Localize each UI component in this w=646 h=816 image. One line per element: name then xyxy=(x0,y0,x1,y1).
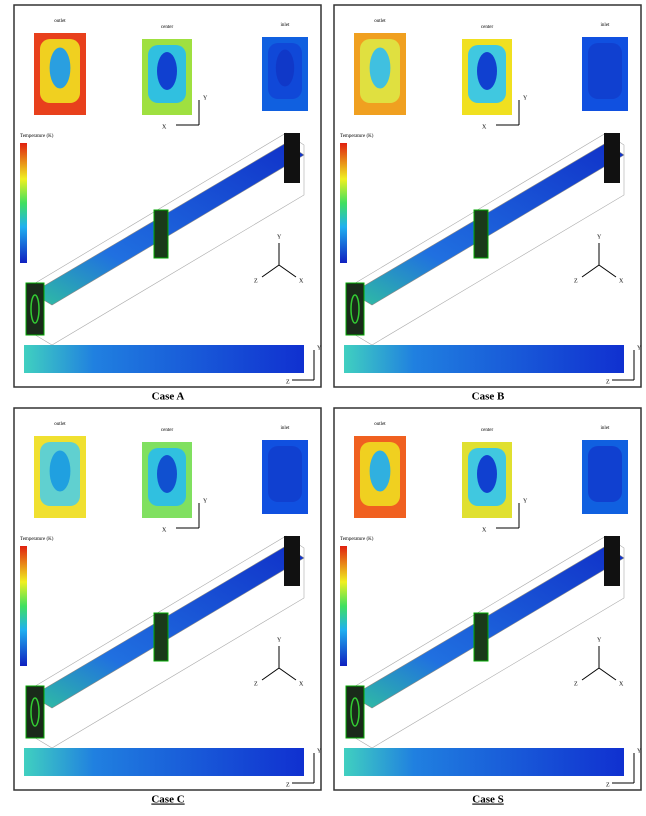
duct-mid xyxy=(474,210,488,258)
axis-line xyxy=(599,668,616,680)
axis-label: X xyxy=(619,278,624,284)
axis-label: X xyxy=(482,124,487,130)
axis-label: Y xyxy=(277,637,282,643)
panel: outlet center inlet Y X Temperature (K) Y X Z Y Z xyxy=(334,5,642,387)
slice-core xyxy=(477,52,497,90)
axis-label: Z xyxy=(254,681,258,687)
duct-mid xyxy=(154,210,168,258)
axis-label: Y xyxy=(203,498,208,504)
axis-line xyxy=(279,265,296,277)
slice-core xyxy=(50,48,71,89)
strip xyxy=(24,748,304,776)
axis-label: Y xyxy=(637,345,642,351)
colorbar-title: Temperature (K) xyxy=(340,134,374,139)
slice-core xyxy=(50,451,71,492)
duct-end xyxy=(26,686,44,738)
axis-line xyxy=(582,265,599,277)
duct-end xyxy=(26,283,44,335)
colorbar xyxy=(340,143,347,263)
axis-label: Y xyxy=(637,748,642,754)
slice-core xyxy=(157,455,177,493)
axis-label: Z xyxy=(286,782,290,788)
duct-end xyxy=(346,686,364,738)
duct-mid xyxy=(474,613,488,661)
colorbar-title: Temperature (K) xyxy=(340,537,374,542)
slice-label: center xyxy=(161,428,174,433)
slice-label: inlet xyxy=(601,23,610,28)
axis-line xyxy=(599,265,616,277)
axis-label: Y xyxy=(597,637,602,643)
slice-label: outlet xyxy=(54,422,66,427)
axis-label: X xyxy=(482,527,487,533)
axis-label: X xyxy=(619,681,624,687)
duct-end xyxy=(346,283,364,335)
colorbar xyxy=(20,546,27,666)
slice-core xyxy=(276,50,294,87)
duct-top xyxy=(604,536,620,586)
axis-label: Y xyxy=(203,95,208,101)
axis-label: Y xyxy=(523,95,528,101)
duct-top xyxy=(604,133,620,183)
slice-core xyxy=(596,453,614,490)
slice-label: outlet xyxy=(374,19,386,24)
slice-label: center xyxy=(481,428,494,433)
axis-label: Z xyxy=(286,379,290,385)
duct-mid xyxy=(154,613,168,661)
slice-core xyxy=(157,52,177,90)
axis-label: Z xyxy=(574,278,578,284)
axis-label: Z xyxy=(574,681,578,687)
slice-label: inlet xyxy=(601,426,610,431)
case-label: Case B xyxy=(472,391,505,403)
slice-core xyxy=(477,455,497,493)
slice-label: inlet xyxy=(281,23,290,28)
slice-label: center xyxy=(161,25,174,30)
axis-label: Y xyxy=(317,748,322,754)
slice-label: inlet xyxy=(281,426,290,431)
case-label: Case A xyxy=(152,391,185,403)
colorbar-title: Temperature (K) xyxy=(20,537,54,542)
slice-label: center xyxy=(481,25,494,30)
duct-top xyxy=(284,133,300,183)
duct-top xyxy=(284,536,300,586)
slice-core xyxy=(370,451,391,492)
strip xyxy=(344,345,624,373)
axis-label: X xyxy=(299,278,304,284)
slice-label: outlet xyxy=(54,19,66,24)
axis-label: Y xyxy=(597,234,602,240)
axis-label: Z xyxy=(254,278,258,284)
axis-line xyxy=(279,668,296,680)
axis-label: X xyxy=(162,124,167,130)
colorbar-title: Temperature (K) xyxy=(20,134,54,139)
panel: outlet center inlet Y X Temperature (K) Y X Z Y Z xyxy=(14,5,322,387)
slice-core xyxy=(370,48,391,89)
axis-label: X xyxy=(299,681,304,687)
colorbar xyxy=(340,546,347,666)
axis-label: Y xyxy=(317,345,322,351)
colorbar xyxy=(20,143,27,263)
figure: outlet center inlet Y X Temperature (K) Y X Z Y Z C… xyxy=(0,0,646,811)
slice-label: outlet xyxy=(374,422,386,427)
axis-label: Y xyxy=(523,498,528,504)
panel: outlet center inlet Y X Temperature (K) Y X Z Y Z xyxy=(14,408,322,790)
axis-label: Z xyxy=(606,379,610,385)
strip xyxy=(344,748,624,776)
strip xyxy=(24,345,304,373)
panel: outlet center inlet Y X Temperature (K) Y X Z Y Z xyxy=(334,408,642,790)
slice-core xyxy=(276,453,294,490)
axis-label: Z xyxy=(606,782,610,788)
axis-line xyxy=(582,668,599,680)
axis-label: X xyxy=(162,527,167,533)
case-label: Case C xyxy=(151,794,184,806)
axis-line xyxy=(262,265,279,277)
slice-core xyxy=(596,50,614,87)
axis-label: Y xyxy=(277,234,282,240)
case-label: Case S xyxy=(472,794,503,806)
axis-line xyxy=(262,668,279,680)
